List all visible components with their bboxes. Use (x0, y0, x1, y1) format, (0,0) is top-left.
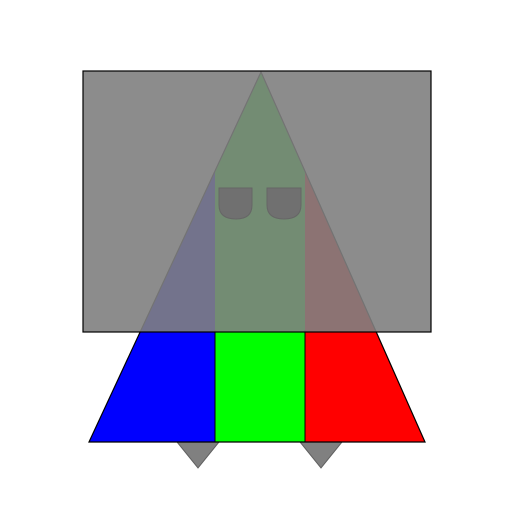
right-eye-icon (266, 187, 302, 220)
overlay-rectangle (82, 70, 432, 333)
left-eye-icon (218, 187, 253, 220)
eyes (218, 187, 302, 220)
